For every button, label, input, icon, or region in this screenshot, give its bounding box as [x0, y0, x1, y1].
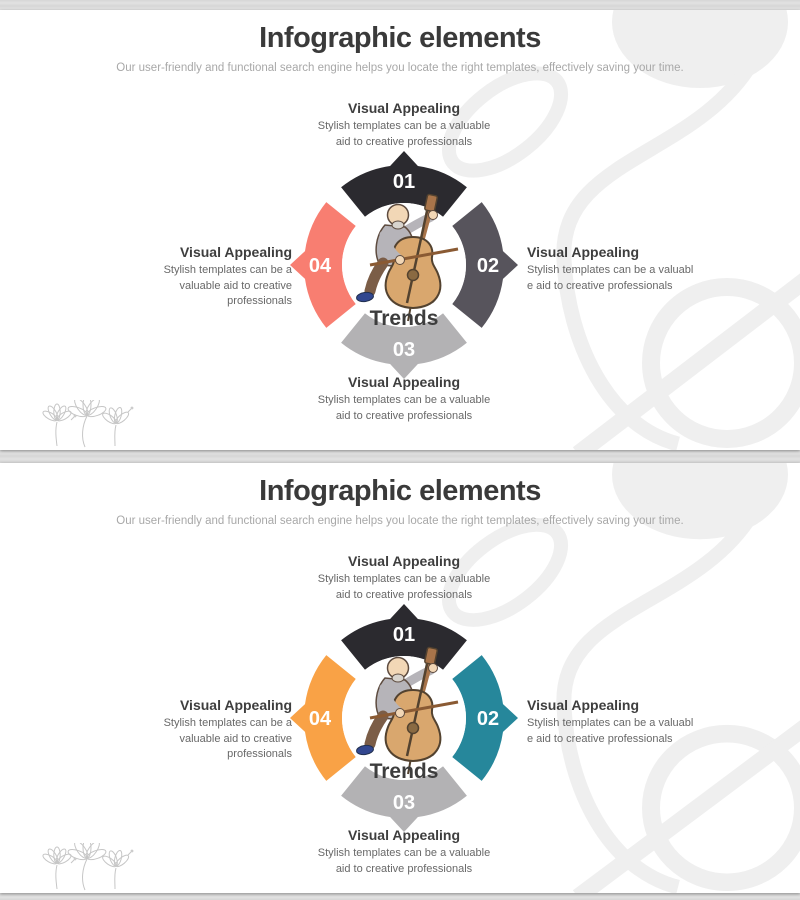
segment-number-03: 03 [393, 792, 415, 814]
label-item-02: Visual Appealing Stylish templates can b… [527, 244, 767, 294]
label-body: Stylish templates can be a valuable aid … [317, 120, 491, 148]
segment-number-02: 02 [477, 708, 499, 730]
segment-number-02: 02 [477, 255, 499, 277]
label-body: Stylish templates can be a valuable aid … [317, 394, 491, 422]
label-body: Stylish templates can be a valuable aid … [163, 264, 292, 308]
slide-subtitle: Our user-friendly and functional search … [116, 515, 684, 527]
segment-number-03: 03 [393, 339, 415, 361]
label-heading: Visual Appealing [347, 374, 461, 390]
slide-1: Infographic elements Our user-friendly a… [0, 10, 800, 450]
label-item-02: Visual Appealing Stylish templates can b… [527, 697, 767, 747]
segment-number-04: 04 [309, 708, 332, 730]
label-body: Stylish templates can be a valuabl e aid… [527, 264, 694, 292]
cellist-illustration [342, 193, 466, 327]
circular-diagram: 01 02 03 04 Trends [290, 604, 518, 832]
segment-number-01: 01 [393, 171, 415, 193]
dandelion-decoration [42, 843, 134, 891]
label-heading: Visual Appealing [179, 697, 292, 713]
label-body: Stylish templates can be a valuabl e aid… [527, 717, 694, 745]
slide-2: Infographic elements Our user-friendly a… [0, 463, 800, 893]
center-label: Trends [370, 307, 439, 330]
segment-number-04: 04 [309, 255, 332, 277]
label-body: Stylish templates can be a valuable aid … [317, 573, 491, 601]
dandelion-decoration [42, 400, 134, 448]
cellist-illustration [342, 646, 466, 780]
segment-03 [341, 766, 467, 832]
label-item-04: Visual Appealing Stylish templates can b… [112, 697, 292, 763]
segment-02 [452, 202, 518, 328]
label-item-03: Visual Appealing Stylish templates can b… [254, 827, 554, 877]
slide-subtitle: Our user-friendly and functional search … [116, 62, 684, 74]
center-label: Trends [370, 760, 439, 783]
label-body: Stylish templates can be a valuable aid … [317, 847, 491, 875]
label-item-04: Visual Appealing Stylish templates can b… [112, 244, 292, 310]
label-item-03: Visual Appealing Stylish templates can b… [254, 374, 554, 424]
label-item-01: Visual Appealing Stylish templates can b… [254, 553, 554, 603]
circular-diagram: 01 02 03 04 Trends [290, 151, 518, 379]
label-heading: Visual Appealing [347, 553, 461, 569]
segment-number-01: 01 [393, 624, 415, 646]
label-item-01: Visual Appealing Stylish templates can b… [254, 100, 554, 150]
label-heading: Visual Appealing [179, 244, 292, 260]
segment-03 [341, 313, 467, 379]
segment-04 [290, 655, 356, 781]
slide-title: Infographic elements [259, 475, 541, 507]
label-heading: Visual Appealing [347, 100, 461, 116]
slide-title: Infographic elements [259, 22, 541, 54]
label-heading: Visual Appealing [527, 697, 640, 713]
label-heading: Visual Appealing [347, 827, 461, 843]
label-heading: Visual Appealing [527, 244, 640, 260]
segment-02 [452, 655, 518, 781]
segment-04 [290, 202, 356, 328]
label-body: Stylish templates can be a valuable aid … [163, 717, 292, 761]
